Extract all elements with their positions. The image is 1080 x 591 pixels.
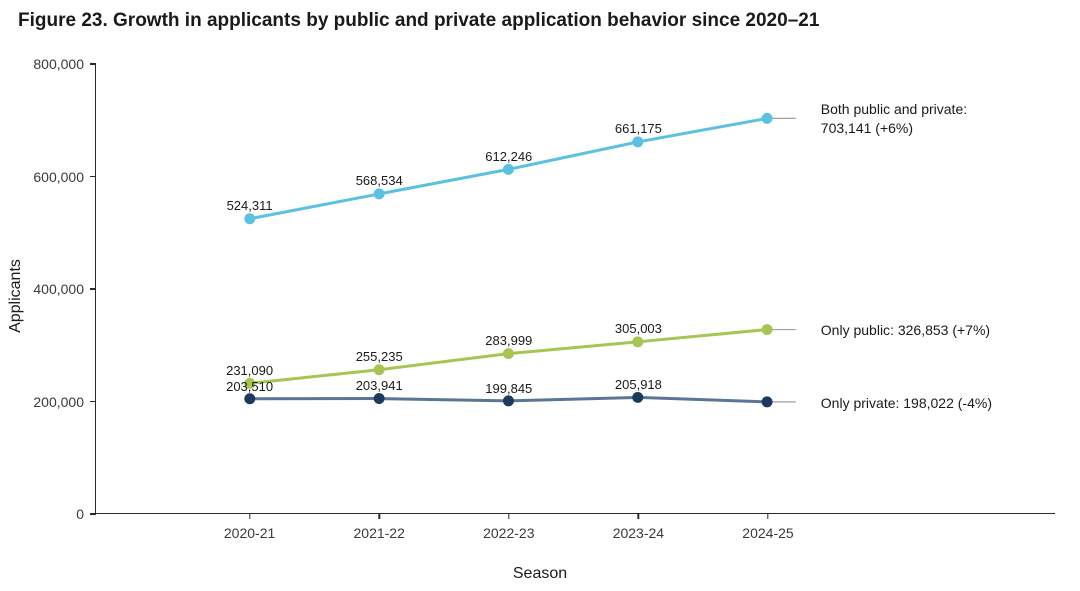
figure-title: Figure 23. Growth in applicants by publi… — [18, 10, 819, 32]
y-tick-label: 200,000 — [33, 394, 88, 410]
y-tick-mark — [90, 513, 96, 515]
y-tick-mark — [90, 288, 96, 290]
marker-both — [374, 189, 384, 199]
x-tick-label: 2020-21 — [224, 519, 275, 541]
y-tick-label: 800,000 — [33, 56, 88, 72]
marker-both — [762, 113, 772, 123]
data-label-only_public: 283,999 — [485, 333, 532, 348]
end-label-only_private: Only private: 198,022 (-4%) — [821, 394, 992, 412]
y-tick-mark — [90, 401, 96, 403]
x-tick: 2024-25 — [742, 513, 793, 541]
y-tick: 0 — [76, 506, 96, 522]
data-label-only_private: 199,845 — [485, 381, 532, 396]
marker-only_public — [503, 349, 513, 359]
marker-only_private — [633, 392, 643, 402]
marker-both — [633, 137, 643, 147]
y-tick: 200,000 — [33, 394, 96, 410]
x-tick-label: 2024-25 — [742, 519, 793, 541]
marker-only_public — [374, 365, 384, 375]
data-label-only_public: 305,003 — [615, 321, 662, 336]
x-tick: 2023-24 — [613, 513, 664, 541]
end-label-line: Only public: 326,853 (+7%) — [821, 321, 990, 339]
end-label-line: Only private: 198,022 (-4%) — [821, 394, 992, 412]
marker-only_public — [633, 337, 643, 347]
x-tick: 2022-23 — [483, 513, 534, 541]
y-tick: 600,000 — [33, 169, 96, 185]
marker-only_private — [245, 394, 255, 404]
y-tick-label: 600,000 — [33, 169, 88, 185]
y-tick: 800,000 — [33, 56, 96, 72]
x-tick-label: 2022-23 — [483, 519, 534, 541]
data-label-both: 524,311 — [227, 198, 273, 213]
marker-only_private — [374, 394, 384, 404]
marker-both — [503, 164, 513, 174]
marker-both — [245, 214, 255, 224]
data-label-only_private: 203,941 — [356, 378, 403, 393]
figure: Figure 23. Growth in applicants by publi… — [0, 0, 1080, 591]
x-tick: 2020-21 — [224, 513, 275, 541]
marker-only_private — [503, 396, 513, 406]
end-label-only_public: Only public: 326,853 (+7%) — [821, 321, 990, 339]
y-tick-mark — [90, 176, 96, 178]
y-tick-mark — [90, 63, 96, 65]
marker-only_public — [762, 325, 772, 335]
y-axis-label: Applicants — [7, 259, 25, 333]
data-label-only_public: 231,090 — [226, 363, 273, 378]
data-label-both: 612,246 — [485, 149, 532, 164]
data-label-both: 568,534 — [356, 173, 403, 188]
marker-only_private — [762, 397, 772, 407]
end-label-line: 703,141 (+6%) — [821, 119, 967, 137]
x-tick-label: 2023-24 — [613, 519, 664, 541]
plot-area: 0200,000400,000600,000800,0002020-212021… — [95, 64, 1055, 514]
data-label-only_public: 255,235 — [356, 349, 403, 364]
end-label-line: Both public and private: — [821, 100, 967, 118]
data-label-both: 661,175 — [615, 121, 662, 136]
y-tick-label: 0 — [76, 506, 88, 522]
x-tick: 2021-22 — [353, 513, 404, 541]
end-label-both: Both public and private:703,141 (+6%) — [821, 100, 967, 136]
data-label-only_private: 203,510 — [226, 379, 273, 394]
data-label-only_private: 205,918 — [615, 377, 662, 392]
y-tick: 400,000 — [33, 281, 96, 297]
x-axis-label: Season — [513, 565, 567, 583]
x-tick-label: 2021-22 — [353, 519, 404, 541]
y-tick-label: 400,000 — [33, 281, 88, 297]
